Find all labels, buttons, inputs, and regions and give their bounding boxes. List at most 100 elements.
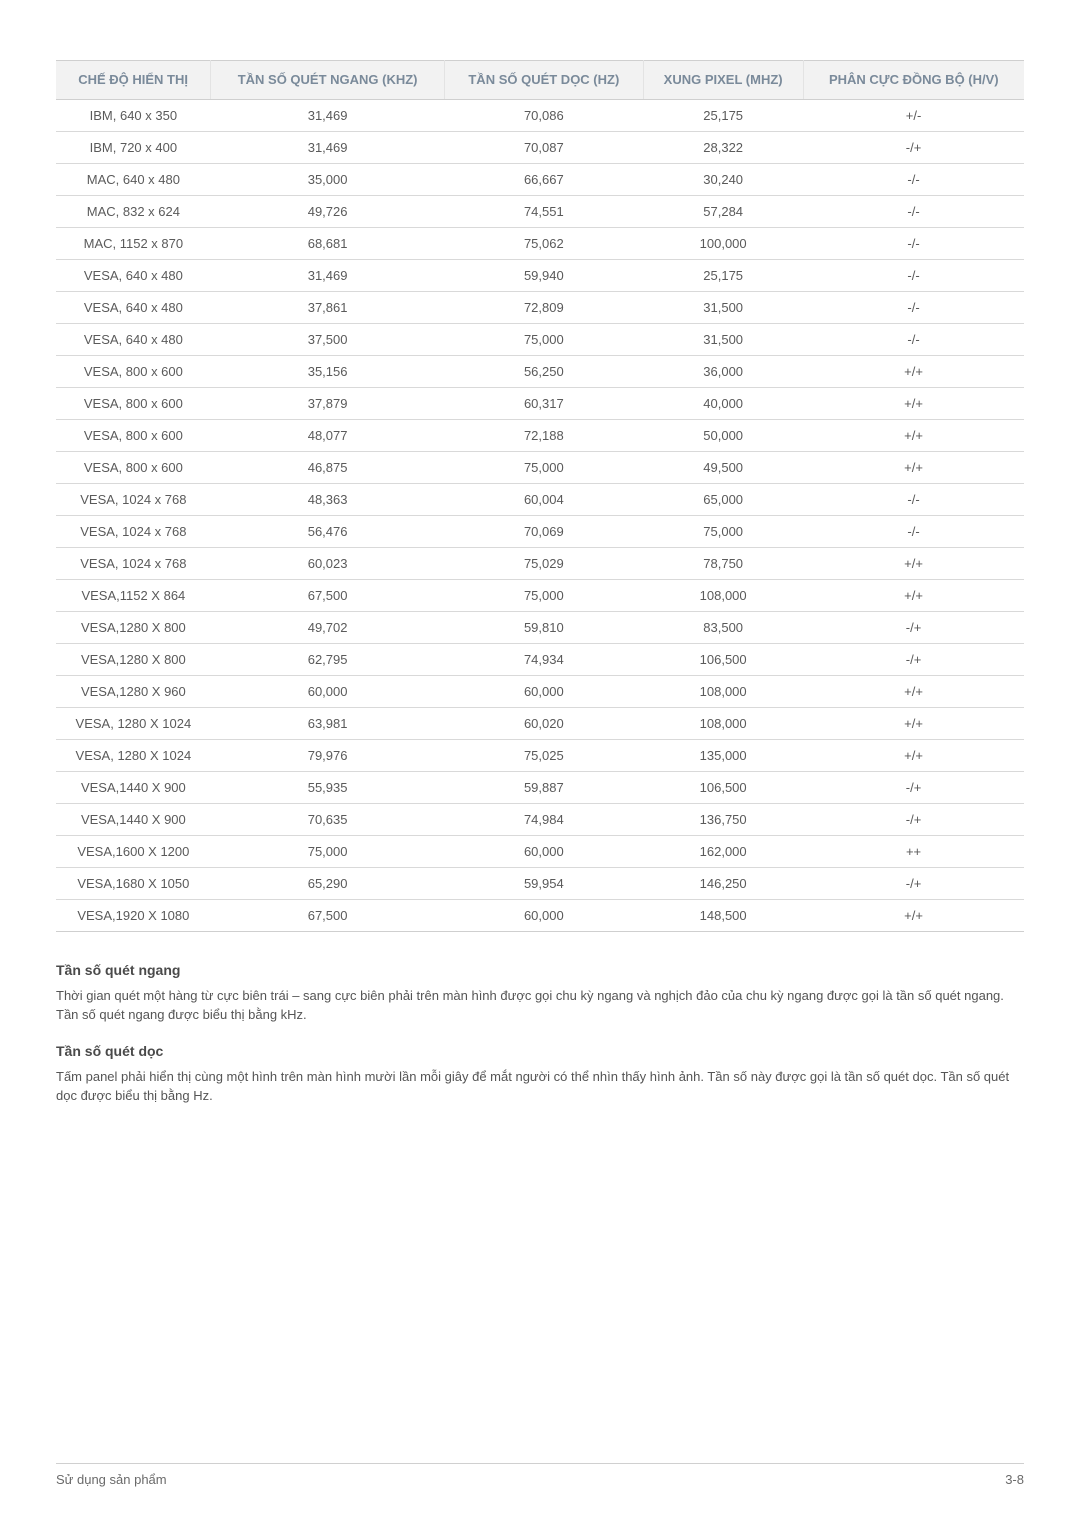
table-row: VESA, 640 x 48037,86172,80931,500-/- — [56, 291, 1024, 323]
table-cell: VESA,1680 X 1050 — [56, 867, 211, 899]
table-row: VESA, 1024 x 76848,36360,00465,000-/- — [56, 483, 1024, 515]
table-cell: VESA,1600 X 1200 — [56, 835, 211, 867]
table-cell: 67,500 — [211, 899, 445, 931]
table-cell: 74,984 — [444, 803, 643, 835]
table-cell: VESA,1440 X 900 — [56, 771, 211, 803]
table-cell: +/+ — [803, 899, 1024, 931]
table-cell: 57,284 — [643, 195, 803, 227]
col-header-polarity: PHÂN CỰC ĐỒNG BỘ (H/V) — [803, 61, 1024, 100]
table-row: VESA, 640 x 48031,46959,94025,175-/- — [56, 259, 1024, 291]
table-cell: -/+ — [803, 867, 1024, 899]
table-cell: 25,175 — [643, 99, 803, 131]
table-cell: 75,062 — [444, 227, 643, 259]
col-header-hfreq: TẦN SỐ QUÉT NGANG (KHZ) — [211, 61, 445, 100]
table-cell: +/+ — [803, 355, 1024, 387]
col-header-vfreq: TẦN SỐ QUÉT DỌC (HZ) — [444, 61, 643, 100]
table-cell: 68,681 — [211, 227, 445, 259]
table-cell: VESA,1920 X 1080 — [56, 899, 211, 931]
table-cell: 63,981 — [211, 707, 445, 739]
table-cell: 35,000 — [211, 163, 445, 195]
table-cell: 75,000 — [444, 579, 643, 611]
table-cell: 148,500 — [643, 899, 803, 931]
table-cell: 75,000 — [444, 451, 643, 483]
table-cell: VESA, 1024 x 768 — [56, 547, 211, 579]
table-cell: 31,469 — [211, 131, 445, 163]
table-cell: 108,000 — [643, 707, 803, 739]
table-cell: 37,861 — [211, 291, 445, 323]
table-cell: 60,317 — [444, 387, 643, 419]
table-cell: 56,476 — [211, 515, 445, 547]
table-row: VESA, 640 x 48037,50075,00031,500-/- — [56, 323, 1024, 355]
table-cell: 60,000 — [444, 899, 643, 931]
table-cell: 70,069 — [444, 515, 643, 547]
footer-right: 3-8 — [1005, 1472, 1024, 1487]
section-hfreq: Tần số quét ngang Thời gian quét một hàn… — [56, 962, 1024, 1025]
table-cell: 59,940 — [444, 259, 643, 291]
table-cell: 136,750 — [643, 803, 803, 835]
table-cell: 59,810 — [444, 611, 643, 643]
table-cell: 31,469 — [211, 99, 445, 131]
table-cell: +/+ — [803, 707, 1024, 739]
table-cell: -/- — [803, 227, 1024, 259]
table-cell: VESA,1280 X 800 — [56, 643, 211, 675]
table-cell: VESA,1280 X 800 — [56, 611, 211, 643]
table-cell: 72,188 — [444, 419, 643, 451]
table-cell: 75,025 — [444, 739, 643, 771]
col-header-mode: CHẾ ĐỘ HIỂN THỊ — [56, 61, 211, 100]
table-cell: 108,000 — [643, 675, 803, 707]
table-cell: VESA, 1280 X 1024 — [56, 707, 211, 739]
table-cell: VESA, 1024 x 768 — [56, 483, 211, 515]
table-cell: 36,000 — [643, 355, 803, 387]
table-cell: 70,635 — [211, 803, 445, 835]
table-row: VESA, 1024 x 76856,47670,06975,000-/- — [56, 515, 1024, 547]
table-cell: 79,976 — [211, 739, 445, 771]
table-cell: IBM, 640 x 350 — [56, 99, 211, 131]
table-cell: +/+ — [803, 739, 1024, 771]
table-cell: 83,500 — [643, 611, 803, 643]
table-cell: 66,667 — [444, 163, 643, 195]
section-title: Tần số quét ngang — [56, 962, 1024, 978]
table-cell: 37,879 — [211, 387, 445, 419]
table-cell: 31,500 — [643, 323, 803, 355]
table-cell: 65,000 — [643, 483, 803, 515]
table-cell: 31,500 — [643, 291, 803, 323]
table-cell: 28,322 — [643, 131, 803, 163]
table-cell: -/- — [803, 163, 1024, 195]
table-cell: VESA, 640 x 480 — [56, 259, 211, 291]
table-row: MAC, 640 x 48035,00066,66730,240-/- — [56, 163, 1024, 195]
table-cell: 106,500 — [643, 643, 803, 675]
table-cell: -/- — [803, 515, 1024, 547]
table-cell: 74,934 — [444, 643, 643, 675]
table-row: IBM, 720 x 40031,46970,08728,322-/+ — [56, 131, 1024, 163]
table-cell: MAC, 640 x 480 — [56, 163, 211, 195]
table-cell: VESA, 1024 x 768 — [56, 515, 211, 547]
table-row: VESA, 800 x 60037,87960,31740,000+/+ — [56, 387, 1024, 419]
table-cell: 65,290 — [211, 867, 445, 899]
table-cell: 60,023 — [211, 547, 445, 579]
table-cell: 146,250 — [643, 867, 803, 899]
table-cell: +/- — [803, 99, 1024, 131]
table-cell: MAC, 832 x 624 — [56, 195, 211, 227]
table-cell: MAC, 1152 x 870 — [56, 227, 211, 259]
table-cell: 74,551 — [444, 195, 643, 227]
table-cell: 35,156 — [211, 355, 445, 387]
section-title: Tần số quét dọc — [56, 1043, 1024, 1059]
table-cell: -/+ — [803, 611, 1024, 643]
table-row: VESA, 800 x 60048,07772,18850,000+/+ — [56, 419, 1024, 451]
table-cell: +/+ — [803, 387, 1024, 419]
section-vfreq: Tần số quét dọc Tấm panel phải hiển thị … — [56, 1043, 1024, 1106]
table-cell: 25,175 — [643, 259, 803, 291]
table-header-row: CHẾ ĐỘ HIỂN THỊ TẦN SỐ QUÉT NGANG (KHZ) … — [56, 61, 1024, 100]
table-cell: 49,702 — [211, 611, 445, 643]
table-cell: +/+ — [803, 579, 1024, 611]
table-row: VESA,1920 X 108067,50060,000148,500+/+ — [56, 899, 1024, 931]
table-row: VESA,1600 X 120075,00060,000162,000++ — [56, 835, 1024, 867]
table-row: VESA,1280 X 80049,70259,81083,500-/+ — [56, 611, 1024, 643]
table-cell: 75,000 — [444, 323, 643, 355]
table-cell: VESA,1280 X 960 — [56, 675, 211, 707]
table-cell: 56,250 — [444, 355, 643, 387]
table-cell: 48,077 — [211, 419, 445, 451]
table-cell: VESA, 640 x 480 — [56, 291, 211, 323]
table-cell: 60,000 — [444, 835, 643, 867]
table-cell: +/+ — [803, 451, 1024, 483]
